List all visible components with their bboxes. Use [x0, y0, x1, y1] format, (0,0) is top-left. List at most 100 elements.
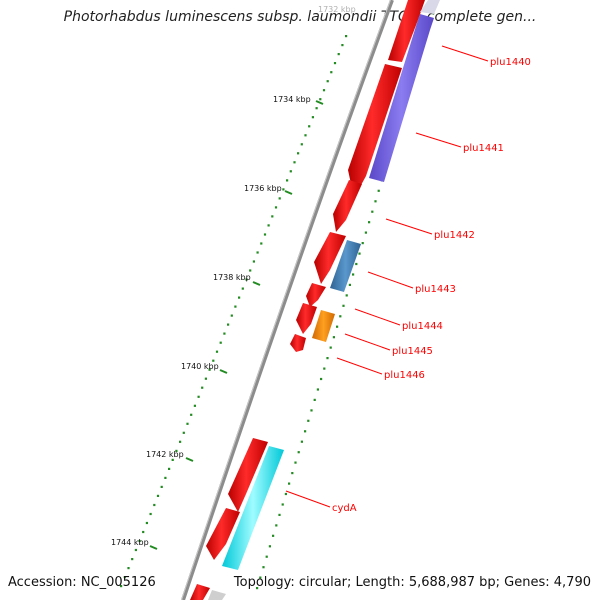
gene-plu1442-arrow[interactable] [333, 180, 362, 232]
gene-label-plu1446[interactable]: plu1446 [384, 370, 425, 381]
ruler-dot [168, 467, 171, 470]
ruler-major-ticks [149, 100, 324, 550]
outer-ruler-dot [320, 377, 323, 381]
ruler-dot [160, 485, 163, 488]
outer-ruler-dot [326, 357, 329, 360]
ruler-dot [120, 585, 123, 588]
gene-plu1444-arrow[interactable] [306, 283, 326, 307]
gene-plu1445-arrow[interactable] [296, 303, 317, 334]
forward-genes [190, 0, 425, 600]
ruler-dot [145, 521, 148, 525]
ruler-dot [134, 548, 137, 552]
ruler-dot [326, 80, 329, 83]
ruler-dot [304, 134, 307, 137]
ruler-dot [223, 332, 226, 335]
gene-top-grey-block[interactable] [420, 0, 440, 14]
gene-label-cydA[interactable]: cydA [332, 503, 357, 514]
ruler-dot [193, 404, 196, 407]
ruler-dot [164, 476, 167, 479]
outer-ruler-dot [256, 587, 259, 590]
gene-plu1440-arrow[interactable] [388, 0, 425, 62]
outer-ruler-dot [316, 388, 319, 391]
ruler-dot [182, 431, 185, 434]
ruler-dot [201, 386, 204, 389]
leader-plu1441 [415, 132, 462, 148]
ruler-label-1738: 1738 kbp [213, 273, 251, 282]
gene-label-plu1440[interactable]: plu1440 [490, 57, 531, 68]
ruler-dot [197, 395, 200, 398]
gene-label-plu1443[interactable]: plu1443 [415, 284, 456, 295]
gene-labels: plu1440 plu1441 plu1442 plu1443 plu1444 … [332, 57, 531, 514]
outer-ruler-dot [268, 545, 271, 548]
outer-ruler-dot [304, 430, 307, 433]
ruler-dot [256, 251, 259, 254]
major-tick-1742 [185, 457, 194, 462]
gene-label-plu1442[interactable]: plu1442 [434, 230, 475, 241]
major-tick-1738 [252, 281, 261, 286]
outer-ruler-dot [310, 409, 313, 412]
outer-ruler-dot [313, 398, 316, 401]
leader-plu1443 [367, 271, 414, 289]
major-tick-1734 [315, 100, 324, 105]
ruler-dot [138, 539, 141, 543]
ruler-dot [319, 98, 322, 101]
ruler-dot [123, 576, 126, 579]
leader-plu1445 [344, 333, 391, 351]
outer-ruler-dot [336, 325, 339, 328]
ruler-dot [186, 422, 189, 425]
reverse-genes [208, 0, 440, 600]
outer-ruler-dot [278, 513, 281, 516]
outer-ruler-dot [259, 576, 262, 579]
outer-ruler-dot [265, 555, 268, 558]
gene-plu1446-arrow[interactable] [290, 334, 306, 352]
gene-cydA-cyan[interactable] [222, 446, 284, 570]
outer-ruler-dot [348, 283, 351, 286]
ruler-label-1736: 1736 kbp [244, 184, 282, 193]
ruler-dot [271, 215, 274, 218]
gene-label-plu1444[interactable]: plu1444 [402, 321, 443, 332]
outer-ruler-dot [307, 419, 310, 422]
backbone-highlight [181, 0, 391, 600]
ruler-dot [330, 71, 333, 74]
ruler-label-1732: 1732 kbp [318, 5, 356, 14]
ruler-dot [234, 305, 237, 308]
gene-bottom-fwd-arrow[interactable] [190, 584, 210, 600]
gene-lower-fwd-arrow[interactable] [206, 508, 240, 560]
outer-ruler-dot [297, 451, 300, 454]
ruler-label-1742: 1742 kbp [146, 450, 184, 459]
gene-label-plu1441[interactable]: plu1441 [463, 143, 504, 154]
accession-text: Accession: NC_005126 [8, 575, 156, 590]
outer-ruler-dot [291, 472, 294, 475]
gene-plu1441-arrow[interactable] [348, 64, 402, 198]
outer-ruler-dot [329, 346, 332, 349]
ruler-dot [190, 413, 193, 416]
ruler-label-1744: 1744 kbp [111, 538, 149, 547]
gene-plu1445-orange[interactable] [312, 310, 335, 342]
major-tick-1744 [149, 545, 158, 550]
outer-ruler-dot [352, 273, 355, 276]
ruler-dot [219, 341, 222, 344]
ruler-dot [345, 35, 348, 38]
gene-plu1440-plu1441-purple[interactable] [369, 14, 434, 182]
outer-ruler-dot [281, 503, 284, 506]
outer-ruler-dot [371, 210, 374, 213]
ruler-dot [153, 503, 156, 507]
outer-ruler-dot [262, 566, 265, 569]
gene-bottom-grey-block[interactable] [208, 590, 226, 600]
ruler-dot [238, 296, 241, 299]
outer-ruler-dot [339, 315, 342, 318]
label-leaders [285, 45, 489, 508]
gene-plu1443-blue[interactable] [330, 240, 361, 292]
ruler-dot [341, 44, 344, 47]
ruler-labels: 1732 kbp 1734 kbp 1736 kbp 1738 kbp 1740… [111, 5, 356, 547]
outer-ruler-dot [355, 262, 358, 266]
gene-plu1443-arrow[interactable] [314, 232, 346, 284]
outer-ruler-dot [345, 294, 348, 297]
gene-label-plu1445[interactable]: plu1445 [392, 346, 433, 357]
backbone-outer [181, 0, 394, 600]
ruler-dot [204, 377, 207, 380]
ruler-dot [215, 350, 219, 353]
gene-cydA-fwd-arrow[interactable] [228, 438, 268, 512]
ruler-dot [171, 458, 174, 461]
